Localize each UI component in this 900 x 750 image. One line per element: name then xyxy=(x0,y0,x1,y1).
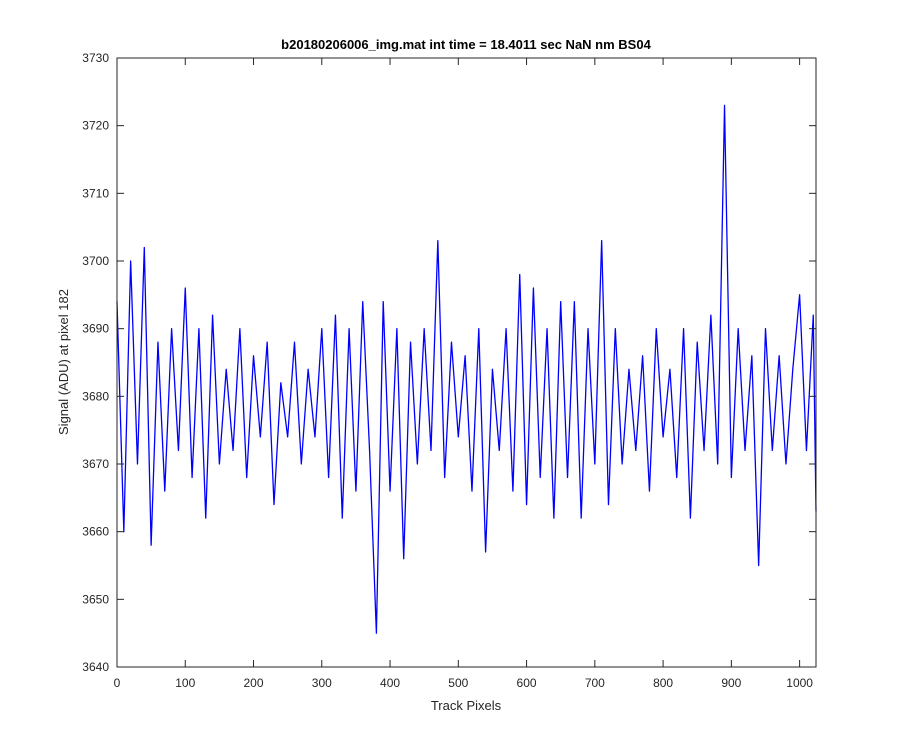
y-tick-label: 3660 xyxy=(82,525,109,539)
x-tick-label: 600 xyxy=(517,676,537,690)
y-tick-label: 3650 xyxy=(82,592,109,606)
x-tick-label: 100 xyxy=(175,676,195,690)
y-tick-label: 3720 xyxy=(82,119,109,133)
x-tick-label: 200 xyxy=(244,676,264,690)
x-axis-label: Track Pixels xyxy=(431,698,502,713)
axes-box xyxy=(116,57,817,668)
y-tick-label: 3700 xyxy=(82,254,109,268)
y-tick-label: 3730 xyxy=(82,51,109,65)
tick-layer: 0 100 200 300 400 500 600 700 800 900 1000 3640 3650… xyxy=(82,51,816,690)
y-tick-label: 3670 xyxy=(82,457,109,471)
chart-title: b20180206006_img.mat int time = 18.4011 … xyxy=(281,37,651,52)
x-tick-label: 500 xyxy=(448,676,468,690)
x-tick-label: 0 xyxy=(114,676,121,690)
x-tick-label: 900 xyxy=(721,676,741,690)
x-tick-label: 800 xyxy=(653,676,673,690)
series-layer xyxy=(116,104,817,634)
y-axis-label: Signal (ADU) at pixel 182 xyxy=(56,289,71,435)
y-tick-label: 3690 xyxy=(82,322,109,336)
x-tick-label: 400 xyxy=(380,676,400,690)
y-tick-label: 3680 xyxy=(82,389,109,403)
y-tick-label: 3710 xyxy=(82,186,109,200)
series-line-0 xyxy=(116,104,817,634)
x-tick-label: 300 xyxy=(312,676,332,690)
x-tick-label: 700 xyxy=(585,676,605,690)
x-tick-label: 1000 xyxy=(786,676,813,690)
y-tick-label: 3640 xyxy=(82,660,109,674)
plot-area xyxy=(117,58,816,667)
